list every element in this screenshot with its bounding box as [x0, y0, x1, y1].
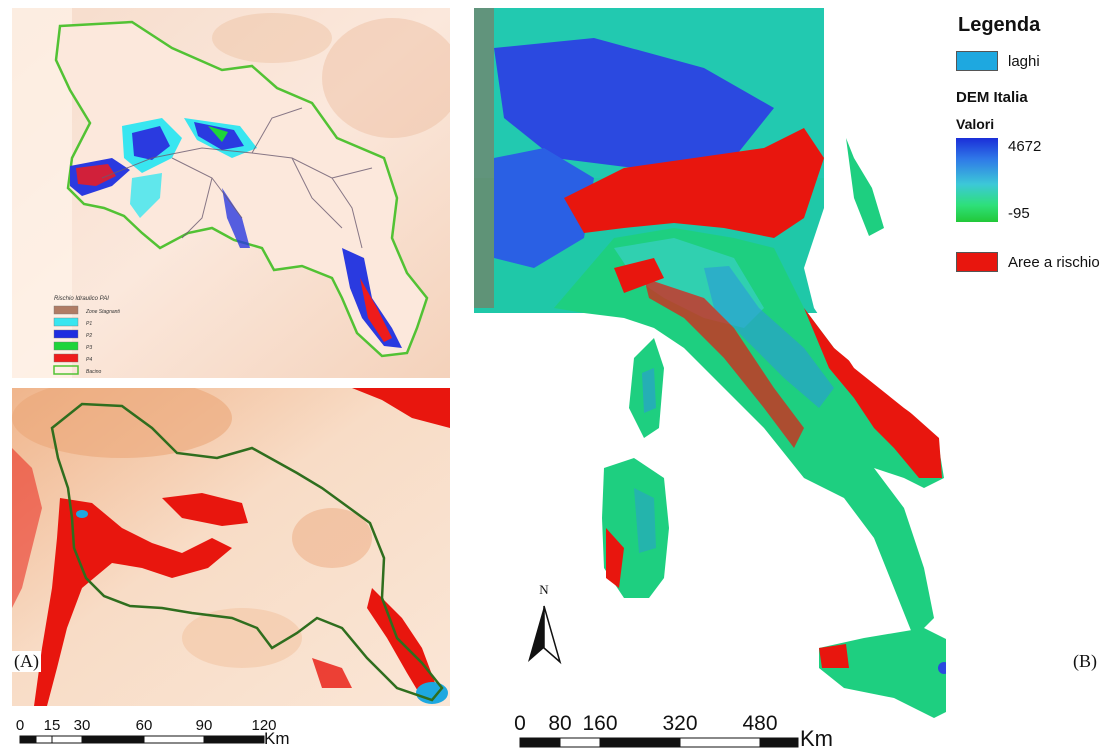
scale-segment: [35, 735, 53, 744]
basin-outline-light: [54, 20, 429, 358]
scale-tick-label: 480: [742, 712, 777, 735]
inset-legend-label: P4: [86, 357, 92, 363]
inset-legend-title: Rischio Idraulico PAI: [54, 296, 109, 302]
north-label: N: [539, 582, 549, 597]
dem-gradient-legend: 4672 -95: [956, 138, 1106, 222]
scale-tick-label: 0: [514, 712, 526, 735]
scale-segment: [81, 735, 145, 744]
inset-legend-swatch: [53, 341, 79, 351]
panel-a-label: (A): [12, 651, 41, 672]
legend: Legenda laghi DEM Italia Valori 4672 -95…: [956, 14, 1106, 272]
scale-tick-label: 90: [196, 717, 213, 734]
scale-bar-a: 0 15 30 60 90 120 Km: [6, 710, 326, 750]
dem-min-value: -95: [1008, 205, 1030, 222]
inset-legend-label: Zone Stagnanti: [85, 309, 121, 315]
legend-item-lakes: laghi: [956, 51, 1106, 71]
scale-segment: [519, 737, 561, 748]
scale-segment: [203, 735, 265, 744]
scale-a-unit: Km: [264, 729, 290, 748]
risk-swatch: [956, 252, 998, 272]
inset-legend-label: P1: [86, 321, 92, 327]
scale-tick-label: 120: [251, 717, 276, 734]
scale-tick-label: 320: [662, 712, 697, 735]
scale-tick-label: 0: [16, 717, 24, 734]
inset-legend-label: P2: [86, 333, 92, 339]
lakes-swatch: [956, 51, 998, 71]
scale-tick-label: 80: [548, 712, 571, 735]
scale-b-unit: Km: [800, 726, 833, 750]
basin-outline-dark: [50, 402, 444, 702]
inset-legend-swatch: [53, 365, 79, 375]
italy-dem-risk-map: [474, 8, 946, 718]
north-arrow-icon: N: [528, 582, 562, 665]
dem-gradient-swatch: [956, 138, 998, 222]
pai-risk-map: Rischio Idraulico PAI Zone Stagnanti P1 P2…: [12, 8, 450, 378]
scale-segment: [19, 735, 37, 744]
scale-tick-label: 15: [44, 717, 61, 734]
dem-max-value: 4672: [1008, 138, 1042, 155]
inset-legend-swatch: [53, 353, 79, 363]
scale-segment: [559, 737, 601, 748]
inset-legend-swatch: [53, 329, 79, 339]
scale-segment: [51, 735, 83, 744]
scale-tick-label: 60: [136, 717, 153, 734]
scale-segment: [759, 737, 799, 748]
scale-segment: [679, 737, 761, 748]
inset-legend-swatch: [53, 305, 79, 315]
values-label: Valori: [956, 116, 995, 132]
legend-title: Legenda: [958, 14, 1041, 36]
inset-legend-label: Bacino: [86, 369, 102, 375]
scale-tick-label: 160: [582, 712, 617, 735]
scale-segment: [599, 737, 681, 748]
inset-legend-swatch: [53, 317, 79, 327]
scale-bar-b: 0 80 160 320 480 Km: [514, 712, 833, 750]
scale-segment: [143, 735, 205, 744]
scale-tick-label: 30: [74, 717, 91, 734]
inset-legend-label: P3: [86, 345, 92, 351]
panel-b-label: (B): [1073, 651, 1097, 671]
dem-title: DEM Italia: [956, 89, 1028, 106]
risk-label: Aree a rischio: [1008, 253, 1100, 271]
lakes-label: laghi: [1008, 52, 1040, 70]
legend-item-risk: Aree a rischio: [956, 252, 1106, 272]
inset-legend: Rischio Idraulico PAI Zone Stagnanti P1 P2…: [53, 296, 121, 375]
basin-dem-risk-map: [12, 388, 450, 706]
